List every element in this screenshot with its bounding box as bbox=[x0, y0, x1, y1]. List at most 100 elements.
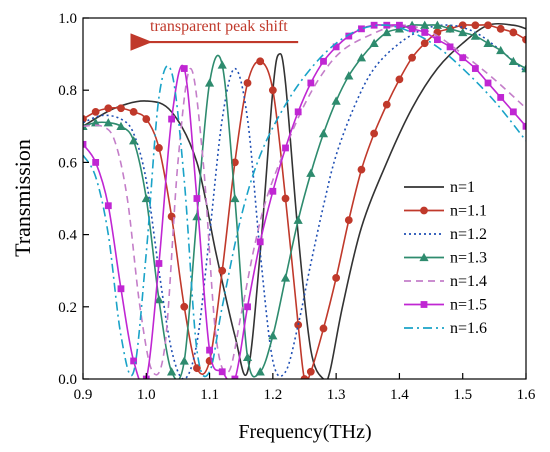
data-point bbox=[281, 194, 290, 203]
x-tick-label: 1.5 bbox=[453, 387, 472, 403]
data-point bbox=[142, 115, 151, 123]
data-point bbox=[496, 24, 505, 33]
data-point bbox=[408, 25, 416, 33]
peak-shift-label: transparent peak shift bbox=[150, 18, 288, 35]
data-point bbox=[206, 346, 213, 354]
data-point bbox=[521, 63, 526, 73]
data-point bbox=[395, 75, 404, 84]
plot-frame bbox=[82, 17, 527, 380]
x-tick-label: 1.0 bbox=[137, 387, 156, 403]
data-point bbox=[180, 65, 188, 72]
legend-label: n=1 bbox=[450, 179, 475, 196]
y-axis-title: Transmission bbox=[10, 139, 35, 257]
legend-item: n=1.4 bbox=[404, 273, 487, 290]
series-n=1 bbox=[83, 22, 526, 379]
data-point bbox=[471, 21, 480, 30]
data-point bbox=[420, 20, 430, 29]
data-point bbox=[129, 107, 138, 116]
data-point bbox=[370, 21, 378, 29]
legend-item: n=1.3 bbox=[404, 250, 487, 267]
x-tick-label: 1.4 bbox=[390, 387, 409, 403]
data-point bbox=[294, 108, 302, 116]
data-point bbox=[256, 57, 265, 66]
data-point bbox=[117, 104, 125, 113]
y-tick-label: 0.8 bbox=[58, 83, 77, 99]
data-point bbox=[483, 38, 493, 47]
y-tick-label: 0.6 bbox=[58, 155, 77, 171]
legend-label: n=1.2 bbox=[450, 226, 487, 243]
data-point bbox=[332, 274, 341, 282]
series-n=1.5 bbox=[83, 21, 526, 379]
legend-marker bbox=[420, 206, 428, 215]
data-point bbox=[396, 21, 403, 29]
data-point bbox=[508, 56, 518, 65]
data-point bbox=[459, 54, 467, 62]
legend-marker bbox=[420, 301, 428, 308]
series-n=1.1 bbox=[83, 21, 526, 379]
data-point bbox=[446, 43, 454, 51]
legend-item: n=1 bbox=[404, 179, 475, 196]
data-point bbox=[92, 159, 100, 166]
data-point bbox=[458, 27, 468, 37]
data-point bbox=[300, 375, 309, 379]
legend-label: n=1.4 bbox=[450, 273, 487, 290]
data-point bbox=[117, 285, 125, 293]
data-point bbox=[244, 303, 251, 311]
data-point bbox=[83, 140, 87, 148]
data-point bbox=[509, 108, 517, 116]
x-tick-label: 0.9 bbox=[74, 387, 93, 403]
data-point bbox=[345, 32, 353, 40]
data-point bbox=[282, 144, 289, 152]
data-point bbox=[217, 60, 227, 69]
data-point bbox=[496, 45, 506, 55]
data-point bbox=[192, 211, 202, 221]
data-point bbox=[256, 238, 264, 246]
data-point bbox=[358, 25, 365, 33]
legend-item: n=1.6 bbox=[404, 320, 487, 337]
data-point bbox=[231, 375, 239, 379]
data-point bbox=[420, 39, 429, 48]
legend-item: n=1.2 bbox=[404, 226, 487, 243]
data-point bbox=[179, 356, 189, 365]
legend-label: n=1.5 bbox=[450, 297, 487, 314]
y-tick-label: 0.0 bbox=[58, 372, 77, 388]
x-tick-label: 1.6 bbox=[517, 387, 536, 403]
data-point bbox=[104, 104, 113, 113]
data-point bbox=[509, 28, 518, 37]
data-point bbox=[434, 36, 441, 44]
data-point bbox=[421, 29, 429, 36]
data-point bbox=[318, 128, 329, 138]
y-tick-label: 1.0 bbox=[58, 11, 77, 27]
data-point bbox=[204, 78, 215, 87]
data-point bbox=[243, 79, 252, 87]
y-axis: 0.0 0.2 0.4 0.6 0.8 1.0 bbox=[58, 11, 89, 388]
data-point bbox=[255, 367, 265, 376]
x-tick-label: 1.3 bbox=[327, 387, 346, 403]
legend-item: n=1.1 bbox=[404, 203, 487, 220]
data-point bbox=[293, 215, 303, 224]
x-tick-label: 1.1 bbox=[200, 387, 219, 403]
data-point bbox=[332, 43, 340, 51]
data-point bbox=[458, 21, 467, 30]
data-point bbox=[369, 38, 379, 47]
data-point bbox=[471, 65, 479, 72]
data-point bbox=[344, 216, 353, 225]
series-line bbox=[83, 24, 526, 379]
data-point bbox=[83, 115, 87, 123]
data-point bbox=[218, 266, 227, 275]
data-point bbox=[129, 136, 139, 145]
data-point bbox=[331, 96, 341, 105]
data-point bbox=[484, 79, 492, 87]
data-point bbox=[91, 107, 100, 116]
data-point bbox=[130, 357, 138, 365]
legend-label: n=1.6 bbox=[450, 320, 487, 337]
data-point bbox=[356, 53, 367, 62]
data-point bbox=[470, 31, 480, 40]
data-point bbox=[432, 20, 442, 29]
data-point bbox=[522, 122, 526, 130]
data-point bbox=[280, 273, 291, 282]
legend: n=1 n=1.1 n=1.2 n=1.3 n=1.4 n=1.5 n=1.6 bbox=[404, 179, 487, 337]
legend-marker bbox=[419, 252, 429, 262]
data-point bbox=[168, 115, 175, 123]
data-point bbox=[242, 352, 253, 362]
